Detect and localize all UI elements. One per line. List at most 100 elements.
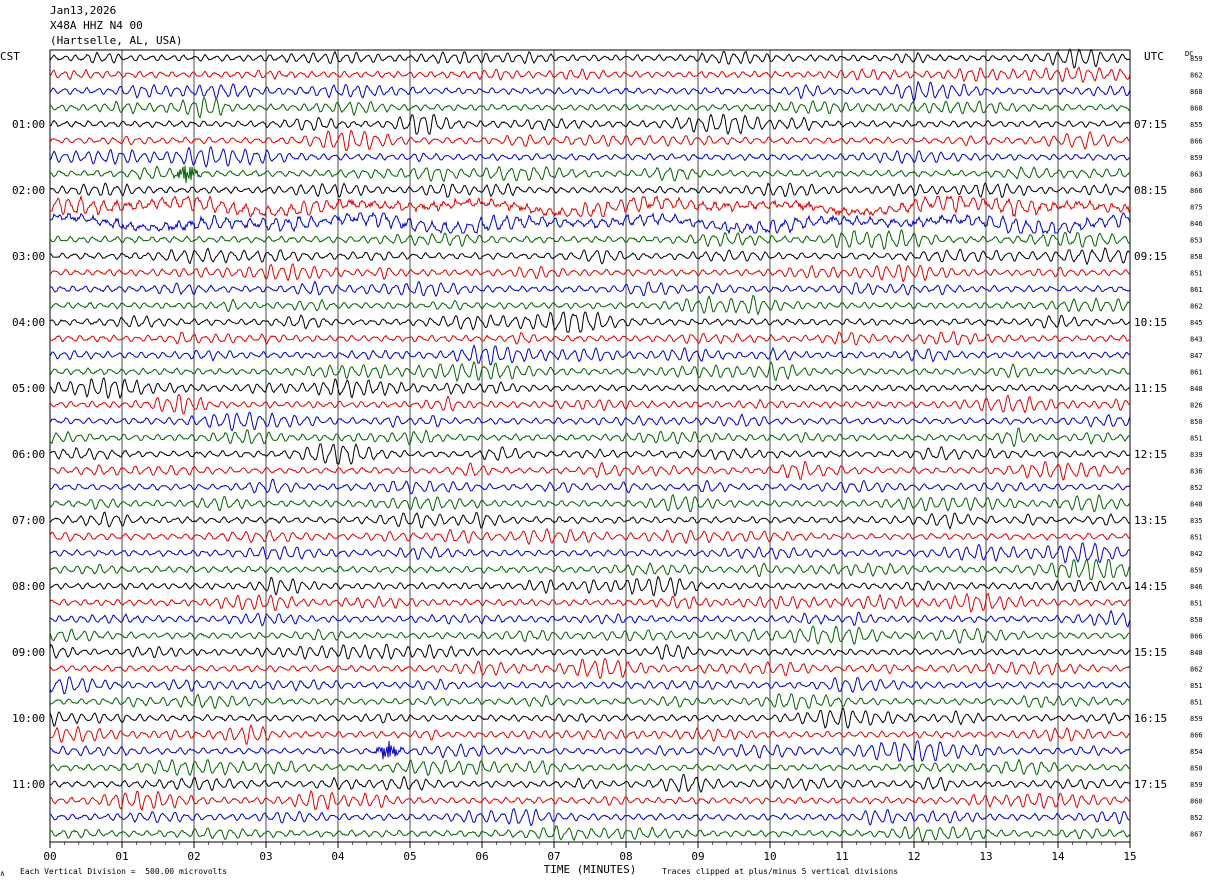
seismic-trace (49, 146, 1131, 168)
dc-offset-label: 848 (1190, 385, 1203, 393)
left-time-label: 10:00 (12, 712, 45, 725)
seismic-trace (49, 693, 1131, 711)
dc-offset-label: 859 (1190, 55, 1203, 63)
scale-note: Each Vertical Division = 500.00 microvol… (20, 867, 228, 876)
dc-offset-label: 854 (1190, 748, 1203, 756)
dc-offset-label: 859 (1190, 781, 1203, 789)
seismic-trace (49, 96, 1131, 119)
dc-offset-label: 846 (1190, 220, 1203, 228)
seismic-trace (49, 427, 1131, 448)
dc-offset-label: 836 (1190, 468, 1203, 476)
x-tick-label: 02 (187, 850, 200, 863)
left-time-label: 02:00 (12, 184, 45, 197)
dc-offset-label: 859 (1190, 154, 1203, 162)
left-time-label: 04:00 (12, 316, 45, 329)
dc-offset-label: 851 (1190, 600, 1203, 608)
right-time-label: 14:15 (1134, 580, 1167, 593)
x-tick-label: 06 (475, 850, 488, 863)
dc-offset-label: 860 (1190, 798, 1203, 806)
dc-offset-label: 839 (1190, 451, 1203, 459)
seismic-trace (49, 331, 1131, 346)
dc-offset-label: 851 (1190, 270, 1203, 278)
seismic-trace (49, 740, 1131, 762)
dc-offset-label: 852 (1190, 484, 1203, 492)
x-tick-label: 14 (1051, 850, 1065, 863)
dc-offset-label: 852 (1190, 814, 1203, 822)
x-tick-label: 04 (331, 850, 345, 863)
dc-offset-label: 867 (1190, 831, 1203, 839)
seismic-trace (49, 774, 1131, 794)
dc-offset-label: 850 (1190, 418, 1203, 426)
seismic-trace (49, 575, 1131, 597)
dc-header-label: DC (1185, 50, 1194, 58)
left-timezone-label: CST (0, 50, 20, 63)
dc-offset-label: 840 (1190, 649, 1203, 657)
dc-offset-label: 868 (1190, 88, 1203, 96)
seismic-trace (49, 758, 1131, 777)
x-tick-label: 08 (619, 850, 632, 863)
dc-offset-label: 861 (1190, 369, 1203, 377)
seismic-trace (49, 48, 1131, 69)
dc-offset-label: 847 (1190, 352, 1203, 360)
x-tick-label: 15 (1123, 850, 1136, 863)
left-time-label: 09:00 (12, 646, 45, 659)
x-tick-label: 09 (691, 850, 704, 863)
seismic-trace (50, 113, 1131, 136)
right-time-label: 11:15 (1134, 382, 1167, 395)
location-label: (Hartselle, AL, USA) (50, 34, 183, 47)
left-time-label: 11:00 (12, 778, 45, 791)
dc-offset-label: 850 (1190, 616, 1203, 624)
seismic-trace (49, 360, 1131, 383)
dc-offset-label: 861 (1190, 286, 1203, 294)
seismic-trace (49, 229, 1131, 251)
seismic-trace (49, 511, 1131, 530)
dc-offset-label: 845 (1190, 319, 1203, 327)
dc-offset-label: 862 (1190, 72, 1203, 80)
seismic-trace (49, 824, 1131, 842)
dc-offset-label: 859 (1190, 567, 1203, 575)
dc-offset-label: 866 (1190, 732, 1203, 740)
right-time-label: 16:15 (1134, 712, 1167, 725)
dc-offset-label: 863 (1190, 171, 1203, 179)
plot-frame (49, 49, 1131, 843)
seismic-trace (49, 377, 1131, 400)
seismic-trace (49, 542, 1131, 564)
seismic-trace (49, 789, 1131, 812)
x-tick-label: 00 (43, 850, 56, 863)
x-axis-label: TIME (MINUTES) (544, 863, 637, 876)
seismic-trace (49, 393, 1131, 415)
seismic-trace (49, 66, 1131, 84)
seismic-trace (49, 211, 1131, 235)
left-time-label: 03:00 (12, 250, 45, 263)
corner-mark: ∧ (0, 869, 5, 878)
seismic-trace (49, 129, 1131, 151)
dc-offset-label: 866 (1190, 138, 1203, 146)
left-time-label: 07:00 (12, 514, 45, 527)
dc-offset-label: 866 (1190, 187, 1203, 195)
dc-offset-label: 851 (1190, 435, 1203, 443)
right-time-label: 12:15 (1134, 448, 1167, 461)
dc-offset-label: 851 (1190, 699, 1203, 707)
dc-offset-label: 851 (1190, 682, 1203, 690)
seismic-trace (49, 344, 1131, 366)
seismic-trace (49, 311, 1131, 333)
x-tick-label: 12 (907, 850, 920, 863)
seismic-trace (49, 194, 1131, 218)
seismic-trace (49, 182, 1131, 199)
right-time-label: 09:15 (1134, 250, 1167, 263)
seismic-trace (49, 558, 1131, 580)
x-tick-label: 07 (547, 850, 560, 863)
seismic-trace (49, 609, 1131, 628)
seismic-trace (49, 723, 1131, 746)
seismic-trace (49, 643, 1131, 661)
dc-offset-label: 843 (1190, 336, 1203, 344)
clip-note: Traces clipped at plus/minus 5 vertical … (662, 867, 899, 876)
seismic-trace (49, 443, 1131, 465)
seismic-trace (49, 246, 1131, 266)
seismic-trace (49, 807, 1131, 827)
dc-offset-label: 842 (1190, 550, 1203, 558)
right-time-label: 15:15 (1134, 646, 1167, 659)
date-label: Jan13,2026 (50, 4, 117, 17)
dc-offset-label: 850 (1190, 765, 1203, 773)
